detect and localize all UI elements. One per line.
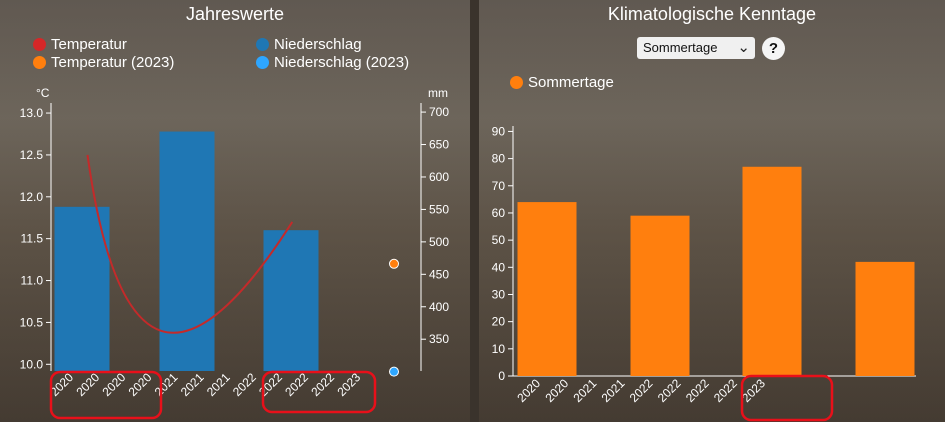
- x-tick-label: 2022: [655, 376, 684, 405]
- y-left-tick-label: 10.5: [20, 315, 44, 329]
- x-tick-label: 2020: [542, 376, 571, 405]
- annotation-box-2022: [261, 370, 377, 414]
- y-right-tick-label: 400: [429, 300, 449, 314]
- legend-label: Temperatur (2023): [51, 54, 175, 71]
- kenntage-select[interactable]: Sommertage ⌄: [637, 37, 755, 59]
- sommertage-bar: [630, 215, 690, 376]
- legend-dot-icon: [33, 56, 46, 69]
- y-tick-label: 0: [498, 369, 505, 383]
- y-left-tick-label: 11.0: [21, 274, 44, 288]
- y-left-tick-label: 11.5: [21, 232, 44, 246]
- chevron-down-icon: ⌄: [737, 39, 750, 56]
- legend-dot-icon: [33, 38, 46, 51]
- x-tick-label: 2021: [204, 370, 233, 399]
- legend-niederschlag-2023[interactable]: Niederschlag (2023): [256, 54, 409, 71]
- sommertage-bar: [517, 202, 577, 376]
- y-left-unit: °C: [36, 86, 50, 100]
- x-tick-label: 2022: [627, 376, 656, 405]
- y-left-tick-label: 12.5: [20, 148, 44, 162]
- legend-label: Temperatur: [51, 36, 127, 53]
- legend-dot-icon: [256, 56, 269, 69]
- y-right-tick-label: 350: [429, 332, 449, 346]
- y-left-tick-label: 13.0: [20, 106, 44, 120]
- panel-divider: [470, 0, 479, 422]
- help-button[interactable]: ?: [762, 37, 785, 60]
- left-panel: Jahreswerte Temperatur Niederschlag Temp…: [0, 0, 470, 422]
- x-tick-label: 2020: [73, 370, 102, 399]
- x-tick-label: 2021: [178, 370, 207, 399]
- y-tick-label: 30: [492, 287, 506, 301]
- x-tick-label: 2022: [282, 370, 311, 399]
- niederschlag-bar: [159, 131, 215, 371]
- y-tick-label: 50: [492, 233, 506, 247]
- legend-dot-icon: [256, 38, 269, 51]
- x-tick-label: 2021: [599, 376, 628, 405]
- x-tick-label: 2021: [571, 376, 600, 405]
- y-left-tick-label: 10.0: [20, 357, 44, 371]
- x-tick-label: 2020: [126, 370, 155, 399]
- niederschlag-bar: [54, 206, 110, 371]
- x-tick-label: 2023: [334, 370, 363, 399]
- left-title: Jahreswerte: [185, 4, 285, 24]
- niederschlag-2023-point: [389, 366, 399, 377]
- y-right-tick-label: 650: [429, 138, 449, 152]
- x-tick-label: 2022: [256, 370, 285, 399]
- right-title: Klimatologische Kenntage: [607, 4, 817, 24]
- x-tick-label: 2022: [683, 376, 712, 405]
- y-right-tick-label: 550: [429, 202, 449, 216]
- sommertage-bar: [742, 166, 802, 376]
- y-right-tick-label: 700: [429, 105, 449, 119]
- x-tick-label: 2020: [514, 376, 543, 405]
- right-panel: Klimatologische Kenntage Sommertage ⌄ ? …: [479, 0, 945, 422]
- x-tick-label: 2022: [711, 376, 740, 405]
- y-right-tick-label: 500: [429, 235, 449, 249]
- legend-dot-icon: [510, 76, 523, 89]
- y-right-unit: mm: [428, 86, 448, 100]
- y-left-tick-label: 12.0: [20, 190, 44, 204]
- legend-temperatur-2023[interactable]: Temperatur (2023): [33, 54, 174, 71]
- niederschlag-bar: [263, 230, 319, 371]
- sommertage-bar: [855, 261, 915, 376]
- y-right-tick-label: 600: [429, 170, 449, 184]
- temperatur-2023-point: [389, 258, 399, 269]
- y-tick-label: 70: [492, 179, 506, 193]
- temperatur-line: [86, 154, 294, 334]
- x-tick-label: 2022: [308, 370, 337, 399]
- y-tick-label: 60: [492, 206, 506, 220]
- annotation-box-2022: [740, 374, 834, 422]
- y-tick-label: 40: [492, 260, 506, 274]
- legend-niederschlag[interactable]: Niederschlag: [256, 36, 362, 53]
- y-tick-label: 80: [492, 152, 506, 166]
- y-tick-label: 90: [492, 124, 506, 138]
- legend-label: Sommertage: [528, 74, 614, 91]
- legend-label: Niederschlag (2023): [274, 54, 410, 71]
- legend-sommertage[interactable]: Sommertage: [510, 74, 614, 91]
- x-tick-label: 2020: [100, 370, 129, 399]
- annotation-box-2020: [49, 370, 163, 420]
- annual-values-chart: °C mm 10.0 10.5 11.0 11.5 12.0 12.5 13.0 350 400…: [20, 86, 449, 420]
- y-tick-label: 20: [492, 315, 506, 329]
- legend-label: Niederschlag: [274, 36, 362, 53]
- legend-temperatur[interactable]: Temperatur: [33, 36, 127, 53]
- select-value: Sommertage: [643, 40, 718, 55]
- y-tick-label: 10: [492, 342, 506, 356]
- y-right-tick-label: 450: [429, 267, 449, 281]
- x-tick-label: 2022: [230, 370, 259, 399]
